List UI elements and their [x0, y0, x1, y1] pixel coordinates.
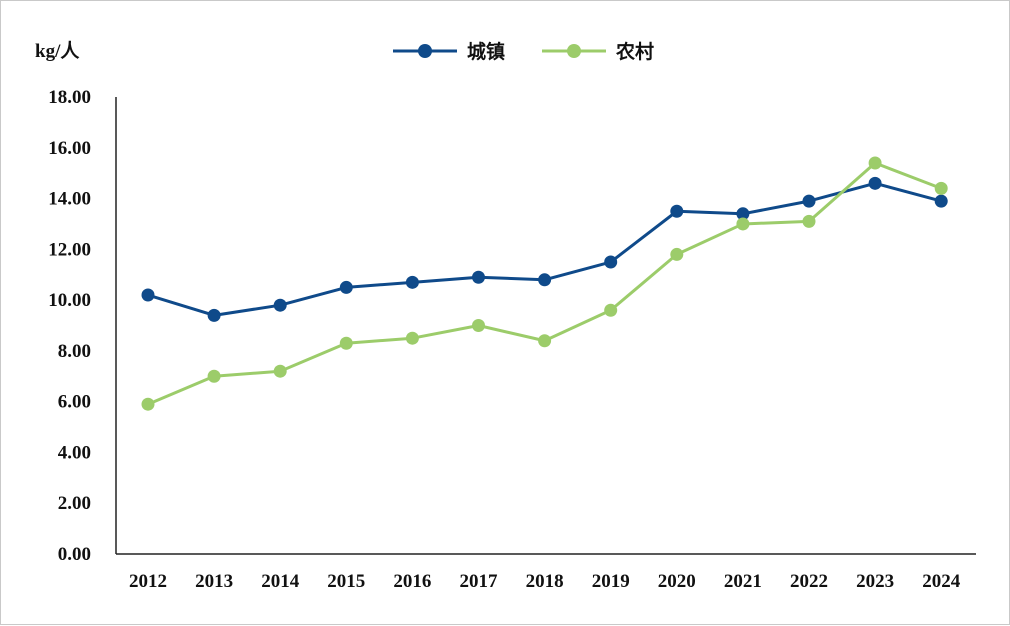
data-point: [339, 280, 353, 294]
data-point: [802, 214, 816, 228]
legend: 城镇 农村: [393, 40, 654, 63]
data-point: [736, 217, 750, 231]
data-point: [934, 194, 948, 208]
data-point: [273, 298, 287, 312]
data-point: [670, 247, 684, 261]
y-tick-label: 8.00: [58, 341, 91, 362]
data-point: [868, 156, 882, 170]
data-point: [207, 308, 221, 322]
y-unit-label: kg/人: [35, 40, 80, 62]
data-point: [472, 319, 485, 332]
data-point: [405, 275, 419, 289]
y-tick-label: 4.00: [58, 442, 91, 463]
x-tick-label: 2012: [129, 571, 167, 592]
series-2: [141, 156, 948, 411]
data-point: [472, 270, 485, 284]
data-point: [141, 288, 155, 302]
y-tick-label: 18.00: [48, 87, 91, 108]
legend-swatch-marker: [418, 44, 432, 58]
x-tick-label: 2023: [856, 571, 894, 592]
y-tick-label: 12.00: [48, 239, 91, 260]
legend-item-1: 城镇: [393, 40, 505, 63]
legend-swatch-marker: [567, 44, 581, 58]
data-point: [207, 369, 221, 383]
y-tick-label: 2.00: [58, 493, 91, 514]
data-point: [141, 397, 155, 411]
data-point: [604, 303, 618, 317]
series-1: [141, 176, 948, 322]
data-point: [802, 194, 816, 208]
x-tick-label: 2014: [261, 571, 300, 592]
data-point: [604, 255, 618, 269]
legend-label: 城镇: [467, 40, 505, 63]
x-axis: 2012 2013 2014 2015 2016 2017 2018 2019 2020 2021…: [116, 553, 976, 592]
series-layer: [141, 156, 948, 411]
data-point: [670, 204, 684, 218]
data-point: [538, 273, 552, 287]
x-tick-label: 2015: [327, 571, 365, 592]
y-tick-label: 14.00: [48, 189, 91, 210]
y-axis: 0.00 2.00 4.00 6.00 8.00 10.00 12.00 14.00 16.00…: [48, 87, 117, 565]
x-tick-label: 2024: [922, 571, 961, 592]
y-tick-label: 0.00: [58, 544, 91, 565]
legend-label: 农村: [615, 40, 654, 63]
data-point: [538, 334, 552, 348]
x-tick-label: 2018: [526, 571, 564, 592]
legend-item-2: 农村: [542, 40, 654, 63]
data-point: [405, 331, 419, 345]
data-point: [934, 181, 948, 195]
x-tick-label: 2013: [195, 571, 233, 592]
data-point: [339, 336, 353, 350]
x-tick-label: 2022: [790, 571, 828, 592]
x-tick-label: 2017: [460, 571, 499, 592]
series-line: [147, 181, 942, 317]
x-tick-label: 2021: [724, 571, 762, 592]
data-point: [273, 364, 287, 378]
y-tick-label: 6.00: [58, 392, 91, 413]
x-tick-label: 2016: [393, 571, 431, 592]
x-tick-label: 2019: [592, 571, 630, 592]
data-point: [868, 176, 882, 190]
y-tick-label: 16.00: [48, 138, 91, 159]
data-point: [736, 207, 750, 221]
y-tick-label: 10.00: [48, 290, 91, 311]
x-tick-label: 2020: [658, 571, 696, 592]
